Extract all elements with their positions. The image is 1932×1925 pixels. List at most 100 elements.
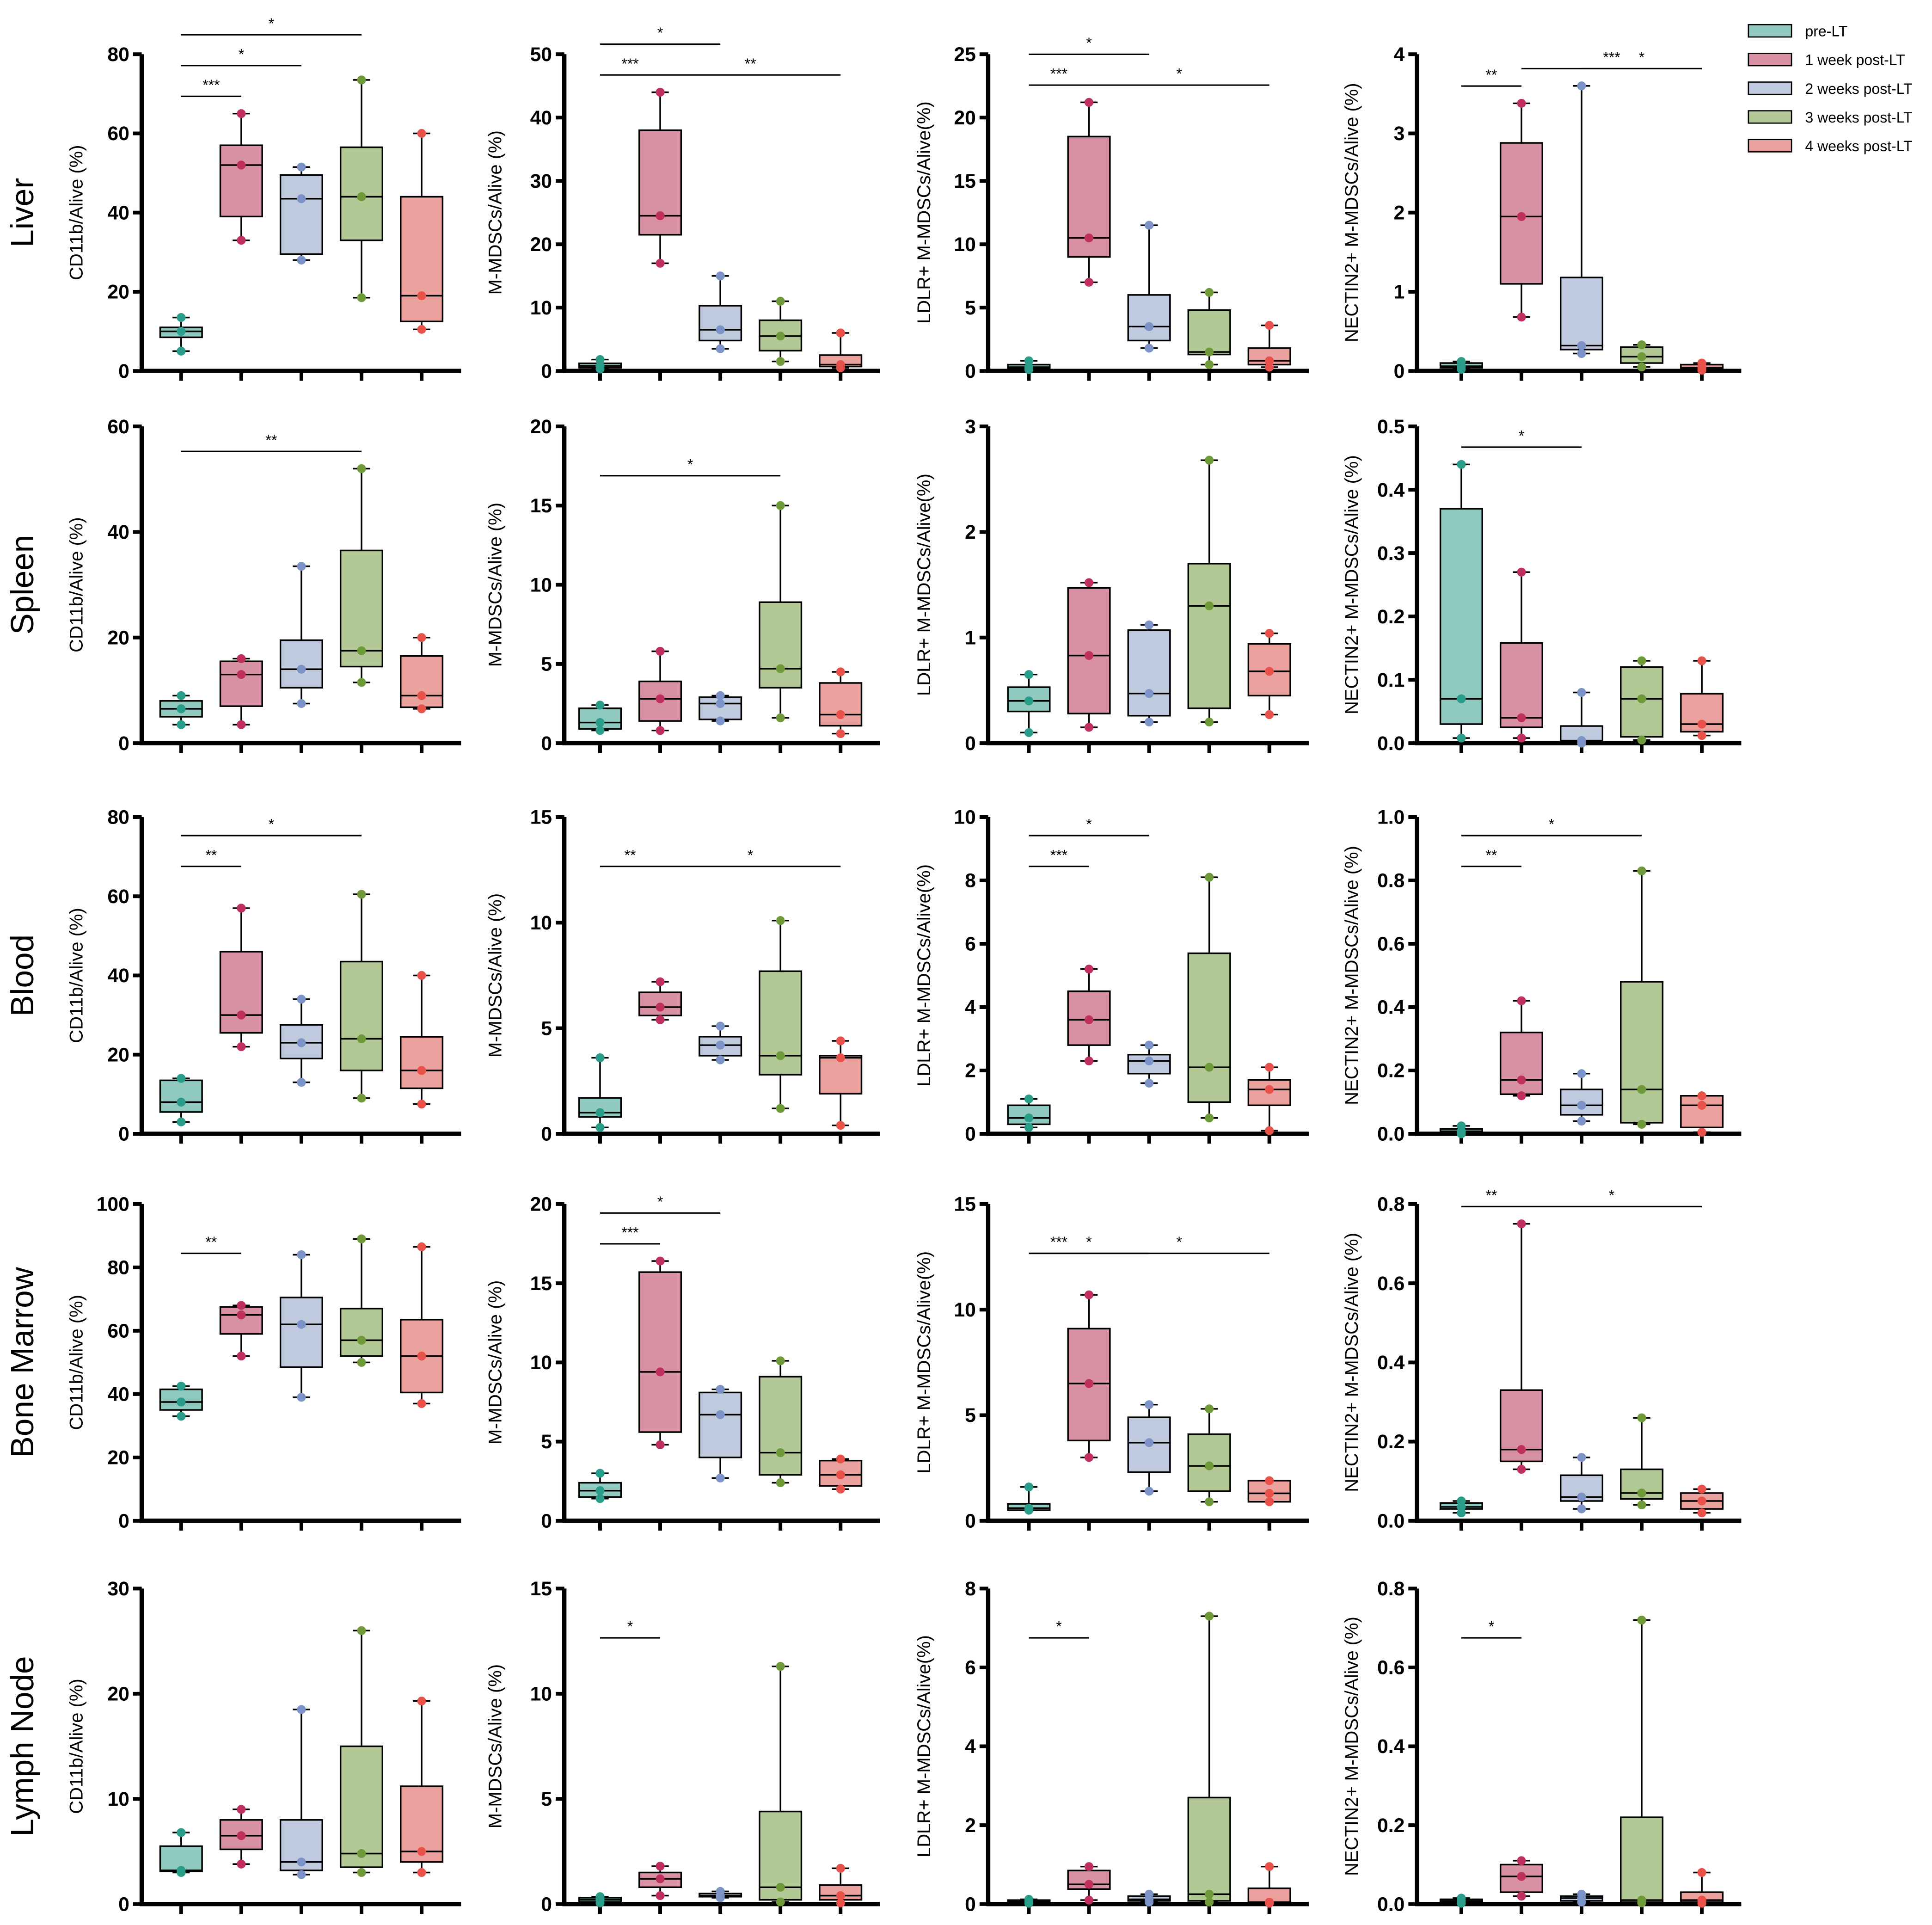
y-tick-label: 0 [965,1510,976,1532]
y-tick-label: 15 [530,495,552,517]
data-point [1265,356,1274,365]
data-point [357,1094,366,1103]
data-point [1577,81,1586,91]
box-pre-lt [159,1074,203,1126]
data-point [417,1100,426,1109]
data-point [1637,1616,1646,1625]
box-4-weeks-post-lt [1680,1484,1724,1518]
y-tick-label: 4 [965,1735,976,1758]
y-tick-label: 25 [954,43,975,66]
data-point [1084,98,1094,107]
y-tick-label: 80 [107,1257,129,1279]
y-tick-label: 3 [1394,123,1405,145]
data-point [836,328,845,338]
data-point [237,1805,246,1814]
data-point [1265,363,1274,372]
data-point [1697,731,1706,740]
y-tick-label: 20 [530,416,552,438]
data-point [1265,1897,1274,1907]
data-point [1205,1113,1214,1123]
data-point [1084,1453,1094,1462]
box-pre-lt [1007,1894,1051,1908]
data-point [656,1440,665,1450]
data-point [836,1036,845,1046]
data-point [177,1397,186,1407]
box-pre-lt [578,701,622,735]
data-point [417,1697,426,1706]
legend-swatch [1748,139,1792,153]
box-iqr [699,305,742,342]
data-point [716,1384,725,1394]
data-point [656,1874,665,1883]
data-point [776,332,785,341]
box-4-weeks-post-lt [1680,1868,1724,1908]
data-point [595,718,605,727]
y-tick-label: 1 [965,627,976,649]
significance-label: *** [1603,49,1620,66]
data-point [776,296,785,306]
data-point [297,1870,306,1879]
data-point [836,1891,845,1900]
box-1-week-post-lt [1499,1219,1544,1474]
data-point [297,1078,306,1087]
data-point [836,710,845,720]
box-pre-lt [578,355,622,374]
box-3-weeks-post-lt [339,464,384,687]
data-point [1517,1445,1526,1454]
row-label: Liver [4,178,40,247]
box-4-weeks-post-lt [819,328,863,372]
data-point [297,194,306,203]
data-point [1024,1503,1034,1513]
y-tick-label: 2 [965,521,976,543]
y-tick-label: 0.0 [1377,1510,1405,1532]
y-tick-label: 0 [541,1510,552,1532]
data-point [1144,717,1154,727]
data-point [1697,1496,1706,1506]
data-point [357,75,366,85]
data-point [1205,1461,1214,1470]
data-point [776,1051,785,1060]
data-point [595,1494,605,1503]
box-iqr [399,1036,444,1089]
y-tick-label: 0.5 [1377,416,1405,438]
data-point [297,1393,306,1402]
y-tick-label: 10 [954,1299,975,1321]
data-point [1144,689,1154,698]
box-pre-lt [1439,1496,1483,1518]
y-tick-label: 40 [107,965,129,987]
data-point [1697,656,1706,665]
data-point [716,1040,725,1050]
y-tick-label: 0 [118,1510,129,1532]
significance-label: ** [1485,847,1497,863]
data-point [656,977,665,986]
data-point [716,1055,725,1064]
box-2-weeks-post-lt [699,1021,742,1064]
data-point [1637,694,1646,703]
data-point [177,313,186,322]
y-tick-label: 0.6 [1377,933,1405,955]
y-tick-label: 10 [530,1683,552,1705]
box-iqr [219,660,263,707]
y-tick-label: 5 [965,297,976,319]
y-tick-label: 1.0 [1377,806,1405,829]
box-iqr [339,1745,384,1868]
y-tick-label: 10 [954,234,975,256]
data-point [1517,1872,1526,1881]
box-pre-lt [1439,1894,1483,1908]
data-point [1577,736,1586,745]
y-tick-label: 10 [530,912,552,934]
data-point [1205,1497,1214,1507]
box-2-weeks-post-lt [1127,620,1171,727]
data-point [1205,455,1214,465]
significance-label: * [1639,49,1644,66]
data-point [237,160,246,170]
data-point [1697,1508,1706,1518]
box-1-week-post-lt [219,904,263,1052]
data-point [1517,98,1526,108]
box-iqr [159,1079,203,1113]
box-iqr [339,1308,384,1357]
box-2-weeks-post-lt [279,1705,323,1879]
box-1-week-post-lt [1499,996,1544,1101]
